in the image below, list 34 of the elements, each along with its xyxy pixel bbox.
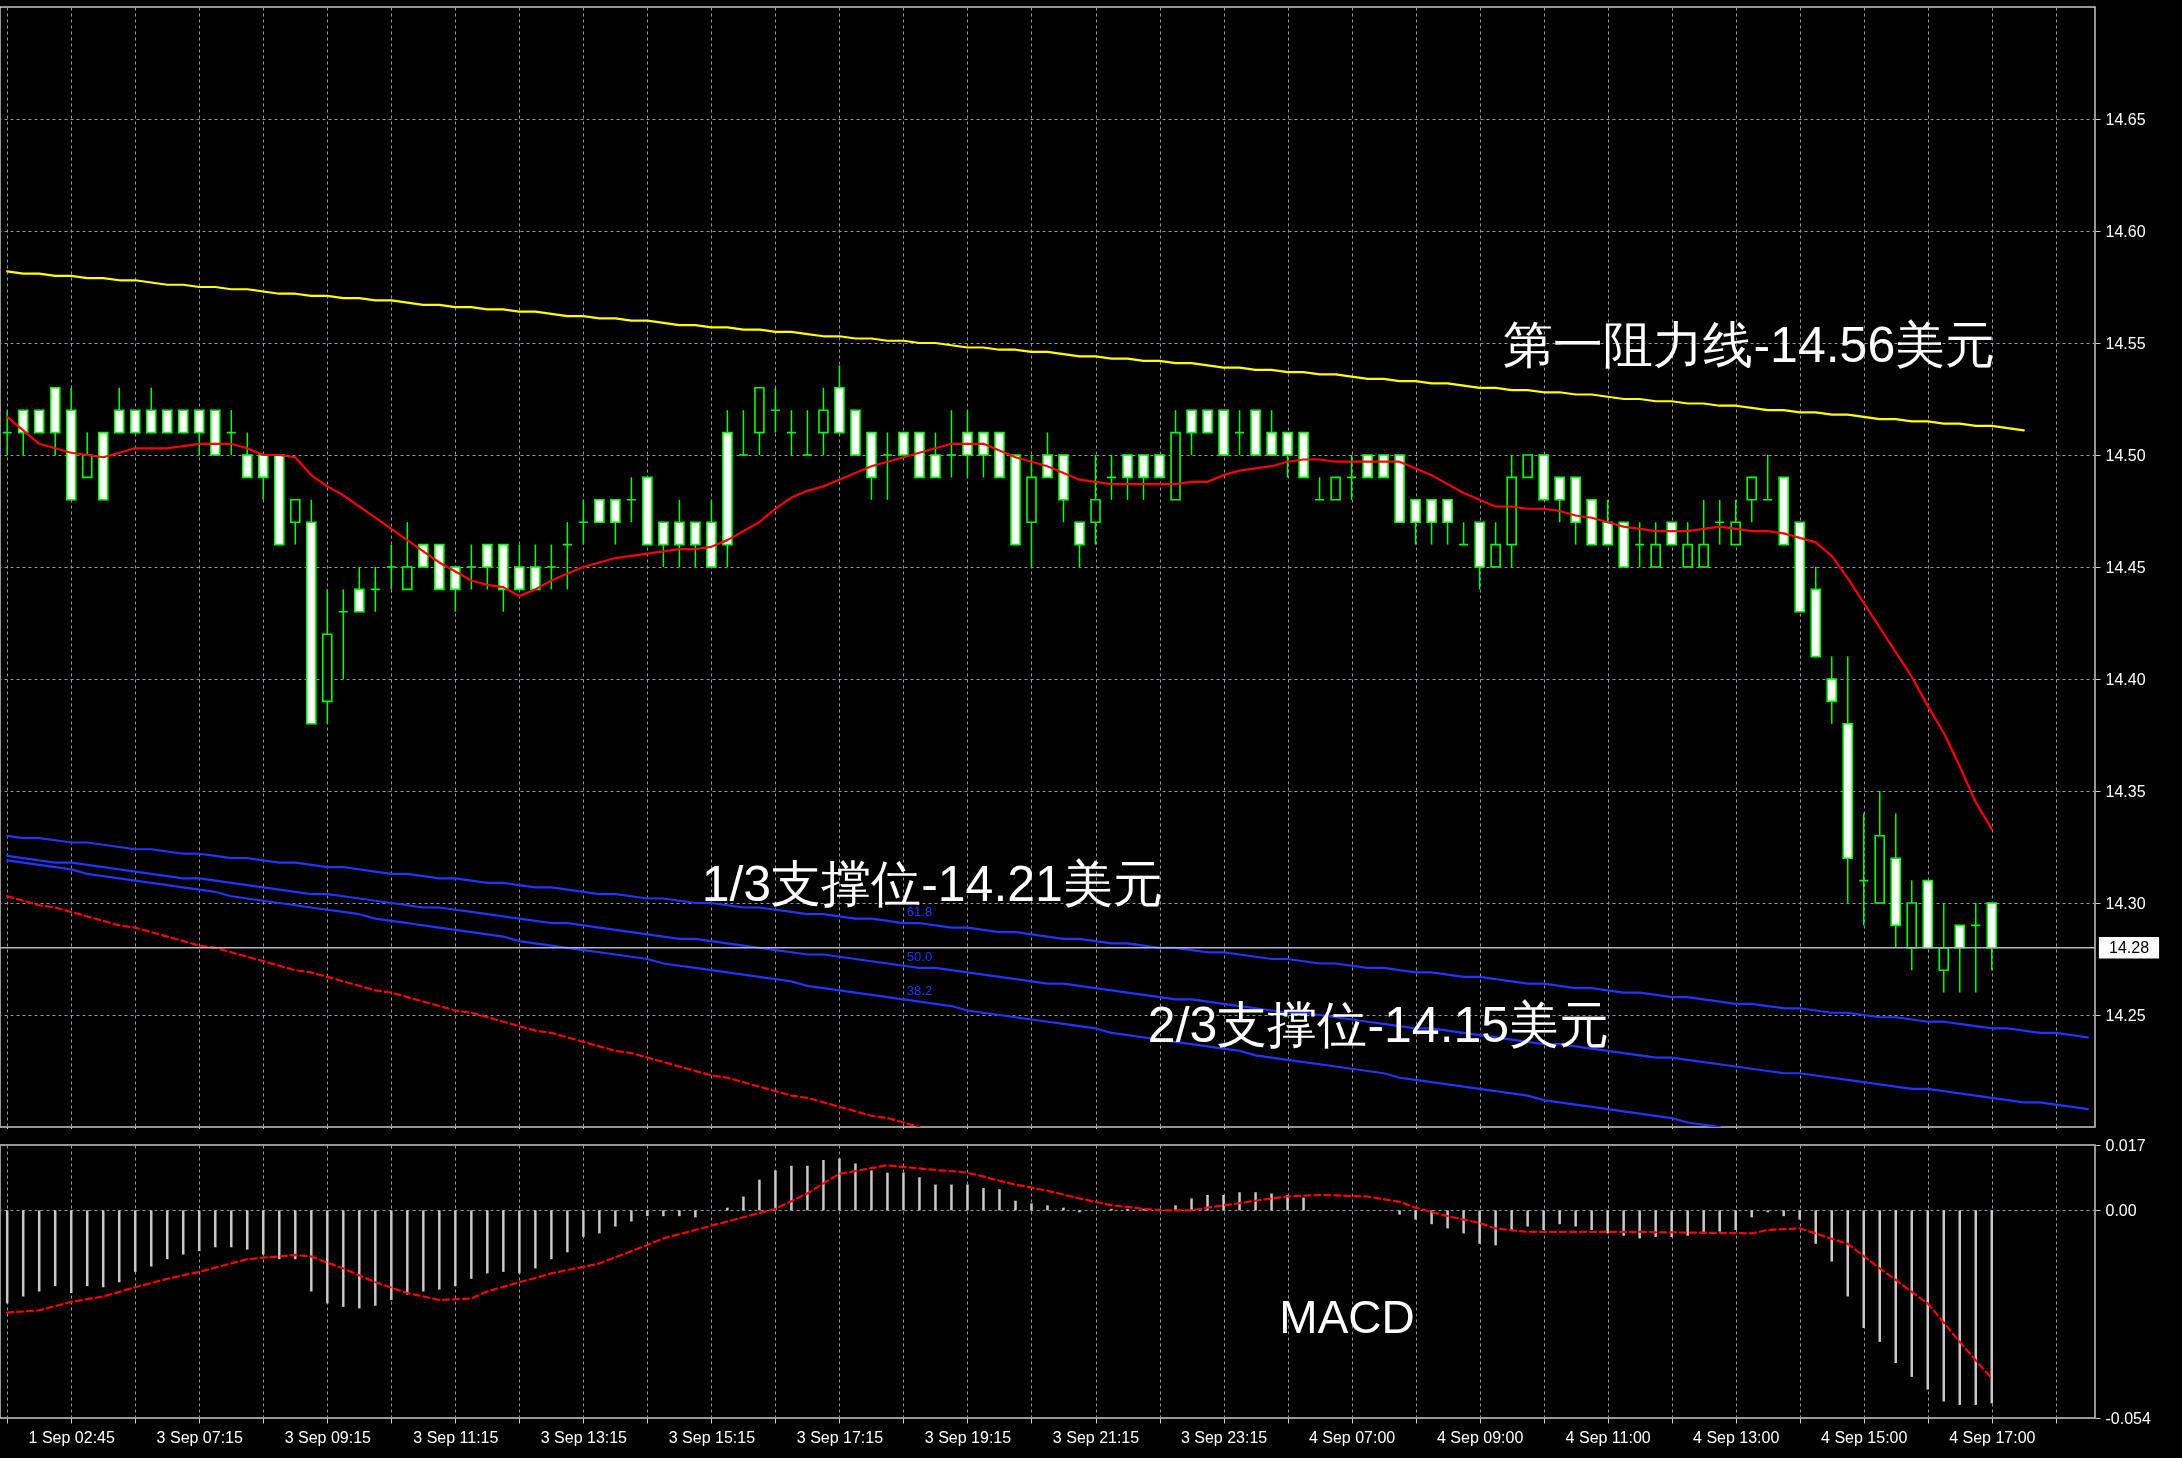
x-tick-label: 3 Sep 21:15 <box>1052 1428 1140 1446</box>
x-tick-label: 4 Sep 09:00 <box>1436 1428 1524 1446</box>
y-tick-label: 14.55 <box>2105 334 2146 352</box>
x-tick-label: 3 Sep 11:15 <box>413 1428 499 1446</box>
x-tick-label: 1 Sep 02:45 <box>28 1428 115 1446</box>
y-tick-label: 14.50 <box>2105 446 2146 464</box>
x-tick-label: 3 Sep 13:15 <box>540 1428 628 1446</box>
y-tick-label: 14.45 <box>2105 558 2146 576</box>
x-tick-label: 3 Sep 23:15 <box>1180 1428 1268 1446</box>
series-label: 38.2 <box>906 982 933 998</box>
x-tick-label: 4 Sep 15:00 <box>1821 1428 1908 1446</box>
x-tick-label: 3 Sep 09:15 <box>284 1428 372 1446</box>
y-tick-label: 14.35 <box>2105 782 2146 800</box>
y-tick-label: -0.054 <box>2105 1409 2151 1427</box>
y-tick-label: 14.65 <box>2105 110 2146 128</box>
x-tick-label: 4 Sep 17:00 <box>1949 1428 2036 1446</box>
annotation: 第一阻力线-14.56美元 <box>1503 317 1996 374</box>
x-tick-label: 4 Sep 11:00 <box>1565 1428 1651 1446</box>
y-tick-label: 14.60 <box>2105 222 2146 240</box>
ref-line-label: 14.28 <box>2108 938 2150 956</box>
x-tick-label: 3 Sep 15:15 <box>668 1428 756 1446</box>
y-tick-label: 14.30 <box>2105 894 2146 912</box>
x-tick-label: 3 Sep 19:15 <box>924 1428 1012 1446</box>
y-tick-label: 14.25 <box>2105 1006 2146 1024</box>
series-label: 50.0 <box>906 948 933 964</box>
series-label: 61.8 <box>906 904 933 920</box>
y-tick-label: 0.00 <box>2105 1201 2137 1219</box>
annotation: MACD <box>1279 1290 1415 1343</box>
x-tick-label: 3 Sep 07:15 <box>156 1428 244 1446</box>
y-tick-label: 14.40 <box>2105 670 2146 688</box>
x-tick-label: 4 Sep 13:00 <box>1693 1428 1780 1446</box>
x-tick-label: 3 Sep 17:15 <box>796 1428 884 1446</box>
x-tick-label: 4 Sep 07:00 <box>1308 1428 1396 1446</box>
y-tick-label: 0.017 <box>2105 1136 2146 1154</box>
